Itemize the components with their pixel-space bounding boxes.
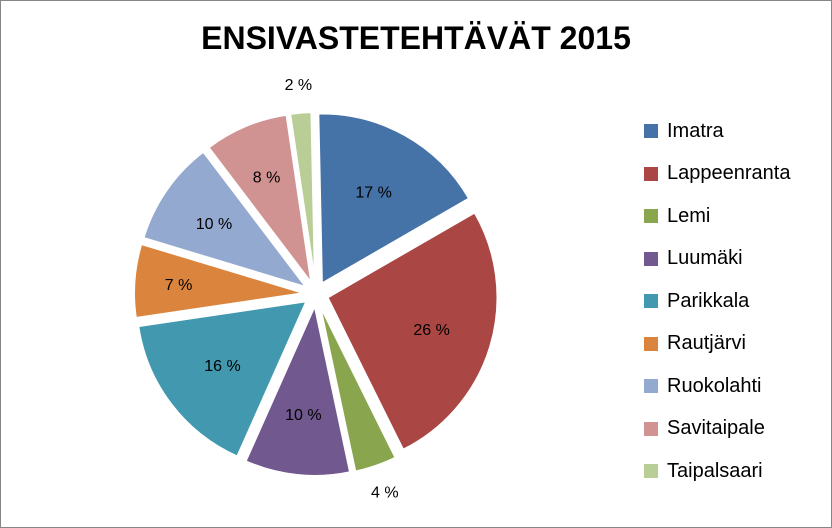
legend-item-rautjarvi: Rautjärvi (644, 323, 790, 366)
data-label-imatra: 17 % (355, 185, 391, 202)
legend-item-lemi: Lemi (644, 195, 790, 238)
data-label-lappeenranta: 26 % (413, 322, 449, 339)
data-label-savitaipale: 8 % (253, 169, 281, 186)
pie-slice-lappeenranta (326, 211, 499, 452)
pie-slice-luumaki (244, 302, 352, 477)
legend-swatch (644, 294, 658, 309)
pie-slice-imatra (317, 112, 471, 286)
legend-label: Taipalsaari (667, 459, 763, 482)
data-label-taipalsaari: 2 % (285, 77, 313, 94)
legend-item-savitaipale: Savitaipale (644, 408, 790, 451)
legend-swatch (644, 209, 658, 224)
pie-slice-lemi (318, 304, 397, 473)
legend-swatch (644, 421, 658, 436)
legend-item-taipalsaari: Taipalsaari (644, 450, 790, 493)
legend-item-lappeenranta: Lappeenranta (644, 153, 790, 196)
data-label-parikkala: 16 % (204, 358, 240, 375)
pie-slice-parikkala (137, 300, 309, 458)
legend-label: Parikkala (667, 289, 750, 312)
pie-slice-savitaipale (207, 113, 313, 284)
legend-label: Ruokolahti (667, 374, 762, 397)
legend-label: Luumäki (667, 247, 743, 270)
legend-swatch (644, 379, 658, 394)
legend-item-luumaki: Luumäki (644, 238, 790, 281)
chart-title: ENSIVASTETEHTÄVÄT 2015 (201, 20, 631, 56)
pie-slice-taipalsaari (289, 111, 316, 283)
legend-label: Lemi (667, 204, 711, 227)
legend-item-imatra: Imatra (644, 110, 790, 153)
legend-item-ruokolahti: Ruokolahti (644, 365, 790, 408)
legend-label: Imatra (667, 119, 724, 142)
pie-slices (133, 111, 499, 477)
data-label-ruokolahti: 10 % (196, 216, 232, 233)
legend-swatch (644, 464, 658, 479)
pie-slice-rautjarvi (133, 242, 305, 320)
pie-data-labels: 17 % 26 % 4 % 10 % 16 % 7 % 10 % 8 % 2 % (165, 77, 450, 502)
data-label-luumaki: 10 % (285, 407, 321, 424)
legend-label: Lappeenranta (667, 162, 791, 185)
data-label-lemi: 4 % (371, 485, 399, 502)
legend-swatch (644, 251, 658, 266)
legend-item-parikkala: Parikkala (644, 280, 790, 323)
legend-label: Savitaipale (667, 417, 765, 440)
legend-label: Rautjärvi (667, 332, 746, 355)
pie-slice-ruokolahti (142, 150, 309, 289)
legend-swatch (644, 166, 658, 181)
legend: Imatra Lappeenranta Lemi Luumäki Parikkala Ra… (644, 110, 790, 493)
legend-swatch (644, 336, 658, 351)
legend-swatch (644, 124, 658, 139)
data-label-rautjarvi: 7 % (165, 277, 193, 294)
